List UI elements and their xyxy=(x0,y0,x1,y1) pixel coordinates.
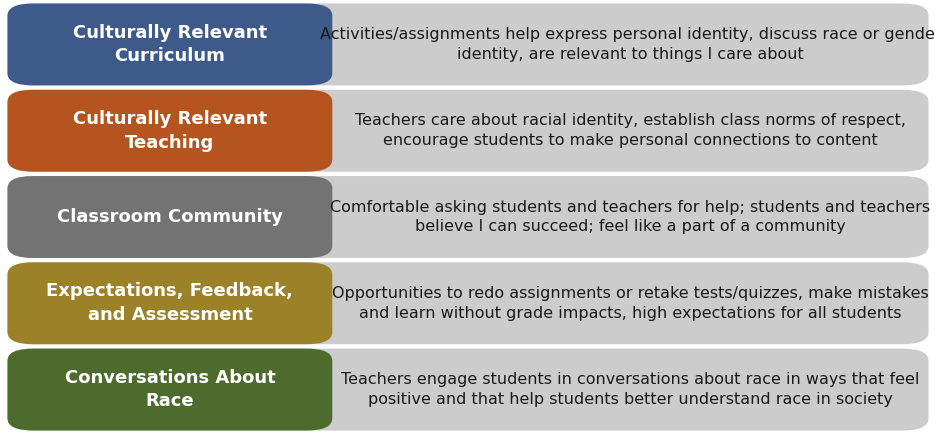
FancyBboxPatch shape xyxy=(7,349,332,431)
FancyBboxPatch shape xyxy=(7,3,929,85)
FancyBboxPatch shape xyxy=(7,262,332,344)
FancyBboxPatch shape xyxy=(7,3,332,85)
Text: Teachers engage students in conversations about race in ways that feel
positive : Teachers engage students in conversation… xyxy=(342,372,919,407)
Text: Conversations About
Race: Conversations About Race xyxy=(65,369,275,411)
FancyBboxPatch shape xyxy=(7,349,929,431)
Text: Culturally Relevant
Curriculum: Culturally Relevant Curriculum xyxy=(73,23,267,65)
FancyBboxPatch shape xyxy=(7,176,332,258)
Text: Teachers care about racial identity, establish class norms of respect,
encourage: Teachers care about racial identity, est… xyxy=(355,113,906,148)
FancyBboxPatch shape xyxy=(7,262,929,344)
Text: Culturally Relevant
Teaching: Culturally Relevant Teaching xyxy=(73,110,267,151)
Text: Comfortable asking students and teachers for help; students and teachers
believe: Comfortable asking students and teachers… xyxy=(330,200,930,234)
Text: Expectations, Feedback,
and Assessment: Expectations, Feedback, and Assessment xyxy=(47,283,293,324)
FancyBboxPatch shape xyxy=(7,90,929,172)
Text: Classroom Community: Classroom Community xyxy=(57,208,283,226)
FancyBboxPatch shape xyxy=(7,90,332,172)
Text: Activities/assignments help express personal identity, discuss race or gender
id: Activities/assignments help express pers… xyxy=(319,27,936,62)
FancyBboxPatch shape xyxy=(7,176,929,258)
Text: Opportunities to redo assignments or retake tests/quizzes, make mistakes
and lea: Opportunities to redo assignments or ret… xyxy=(332,286,929,321)
